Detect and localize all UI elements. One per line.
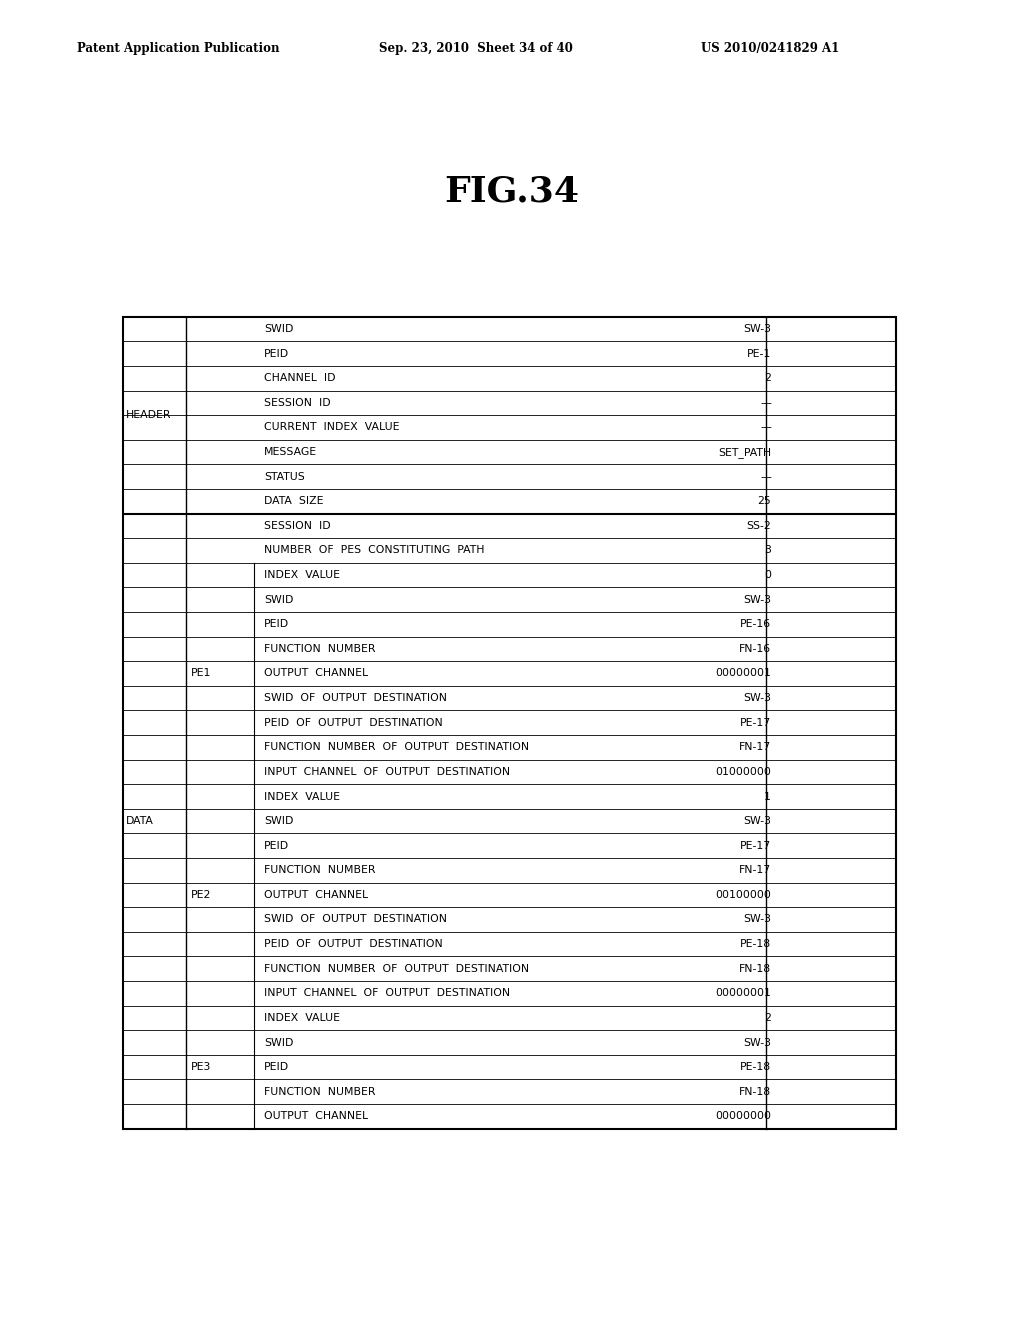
Text: HEADER: HEADER — [126, 411, 171, 420]
Text: FUNCTION  NUMBER: FUNCTION NUMBER — [264, 644, 376, 653]
Text: 00000000: 00000000 — [715, 1111, 771, 1121]
Text: FUNCTION  NUMBER: FUNCTION NUMBER — [264, 1086, 376, 1097]
Text: SWID  OF  OUTPUT  DESTINATION: SWID OF OUTPUT DESTINATION — [264, 693, 447, 704]
Text: PE3: PE3 — [190, 1063, 211, 1072]
Text: Patent Application Publication: Patent Application Publication — [77, 42, 280, 55]
Text: FIG.34: FIG.34 — [444, 174, 580, 209]
Text: PE-1: PE-1 — [746, 348, 771, 359]
Text: INDEX  VALUE: INDEX VALUE — [264, 570, 340, 579]
Text: MESSAGE: MESSAGE — [264, 447, 317, 457]
Text: —: — — [760, 471, 771, 482]
Text: SWID: SWID — [264, 325, 294, 334]
Text: PE-17: PE-17 — [740, 718, 771, 727]
Text: NUMBER  OF  PES  CONSTITUTING  PATH: NUMBER OF PES CONSTITUTING PATH — [264, 545, 484, 556]
Text: PE1: PE1 — [190, 668, 211, 678]
Text: SWID: SWID — [264, 1038, 294, 1048]
Text: INPUT  CHANNEL  OF  OUTPUT  DESTINATION: INPUT CHANNEL OF OUTPUT DESTINATION — [264, 767, 510, 777]
Text: PEID: PEID — [264, 1063, 290, 1072]
Text: PEID  OF  OUTPUT  DESTINATION: PEID OF OUTPUT DESTINATION — [264, 939, 443, 949]
Text: 00000001: 00000001 — [715, 668, 771, 678]
Text: PEID  OF  OUTPUT  DESTINATION: PEID OF OUTPUT DESTINATION — [264, 718, 443, 727]
Text: PEID: PEID — [264, 841, 290, 850]
Text: SESSION  ID: SESSION ID — [264, 521, 331, 531]
Text: 2: 2 — [764, 1012, 771, 1023]
Text: SS-2: SS-2 — [746, 521, 771, 531]
Text: SWID: SWID — [264, 816, 294, 826]
Text: PE-18: PE-18 — [740, 939, 771, 949]
Text: FN-18: FN-18 — [739, 964, 771, 974]
Text: FUNCTION  NUMBER  OF  OUTPUT  DESTINATION: FUNCTION NUMBER OF OUTPUT DESTINATION — [264, 964, 529, 974]
Text: OUTPUT  CHANNEL: OUTPUT CHANNEL — [264, 668, 369, 678]
Text: SWID: SWID — [264, 595, 294, 605]
Text: STATUS: STATUS — [264, 471, 305, 482]
Text: FN-16: FN-16 — [739, 644, 771, 653]
Text: US 2010/0241829 A1: US 2010/0241829 A1 — [701, 42, 840, 55]
Text: 0: 0 — [764, 570, 771, 579]
Text: PEID: PEID — [264, 348, 290, 359]
Text: INPUT  CHANNEL  OF  OUTPUT  DESTINATION: INPUT CHANNEL OF OUTPUT DESTINATION — [264, 989, 510, 998]
Text: PE2: PE2 — [190, 890, 211, 900]
Text: FN-17: FN-17 — [739, 742, 771, 752]
Text: DATA: DATA — [126, 816, 154, 826]
Text: 25: 25 — [758, 496, 771, 507]
Text: OUTPUT  CHANNEL: OUTPUT CHANNEL — [264, 890, 369, 900]
Text: SW-3: SW-3 — [743, 693, 771, 704]
Text: PE-17: PE-17 — [740, 841, 771, 850]
Text: INDEX  VALUE: INDEX VALUE — [264, 1012, 340, 1023]
Text: SW-3: SW-3 — [743, 915, 771, 924]
Text: SW-3: SW-3 — [743, 595, 771, 605]
Text: FN-18: FN-18 — [739, 1086, 771, 1097]
Text: Sep. 23, 2010  Sheet 34 of 40: Sep. 23, 2010 Sheet 34 of 40 — [379, 42, 572, 55]
Text: CURRENT  INDEX  VALUE: CURRENT INDEX VALUE — [264, 422, 399, 433]
Text: SW-3: SW-3 — [743, 816, 771, 826]
Text: 01000000: 01000000 — [715, 767, 771, 777]
Text: FN-17: FN-17 — [739, 866, 771, 875]
Text: SET_PATH: SET_PATH — [718, 446, 771, 458]
Text: FUNCTION  NUMBER  OF  OUTPUT  DESTINATION: FUNCTION NUMBER OF OUTPUT DESTINATION — [264, 742, 529, 752]
Text: 00100000: 00100000 — [715, 890, 771, 900]
Text: SESSION  ID: SESSION ID — [264, 397, 331, 408]
Text: 00000001: 00000001 — [715, 989, 771, 998]
Text: SW-3: SW-3 — [743, 1038, 771, 1048]
Text: FUNCTION  NUMBER: FUNCTION NUMBER — [264, 866, 376, 875]
Text: —: — — [760, 397, 771, 408]
Text: SW-3: SW-3 — [743, 325, 771, 334]
Text: SWID  OF  OUTPUT  DESTINATION: SWID OF OUTPUT DESTINATION — [264, 915, 447, 924]
Text: —: — — [760, 422, 771, 433]
Text: INDEX  VALUE: INDEX VALUE — [264, 792, 340, 801]
Text: 2: 2 — [764, 374, 771, 383]
Text: PEID: PEID — [264, 619, 290, 630]
Text: 3: 3 — [764, 545, 771, 556]
Text: CHANNEL  ID: CHANNEL ID — [264, 374, 336, 383]
Text: PE-18: PE-18 — [740, 1063, 771, 1072]
Text: 1: 1 — [764, 792, 771, 801]
Text: DATA  SIZE: DATA SIZE — [264, 496, 324, 507]
Text: OUTPUT  CHANNEL: OUTPUT CHANNEL — [264, 1111, 369, 1121]
Text: PE-16: PE-16 — [740, 619, 771, 630]
